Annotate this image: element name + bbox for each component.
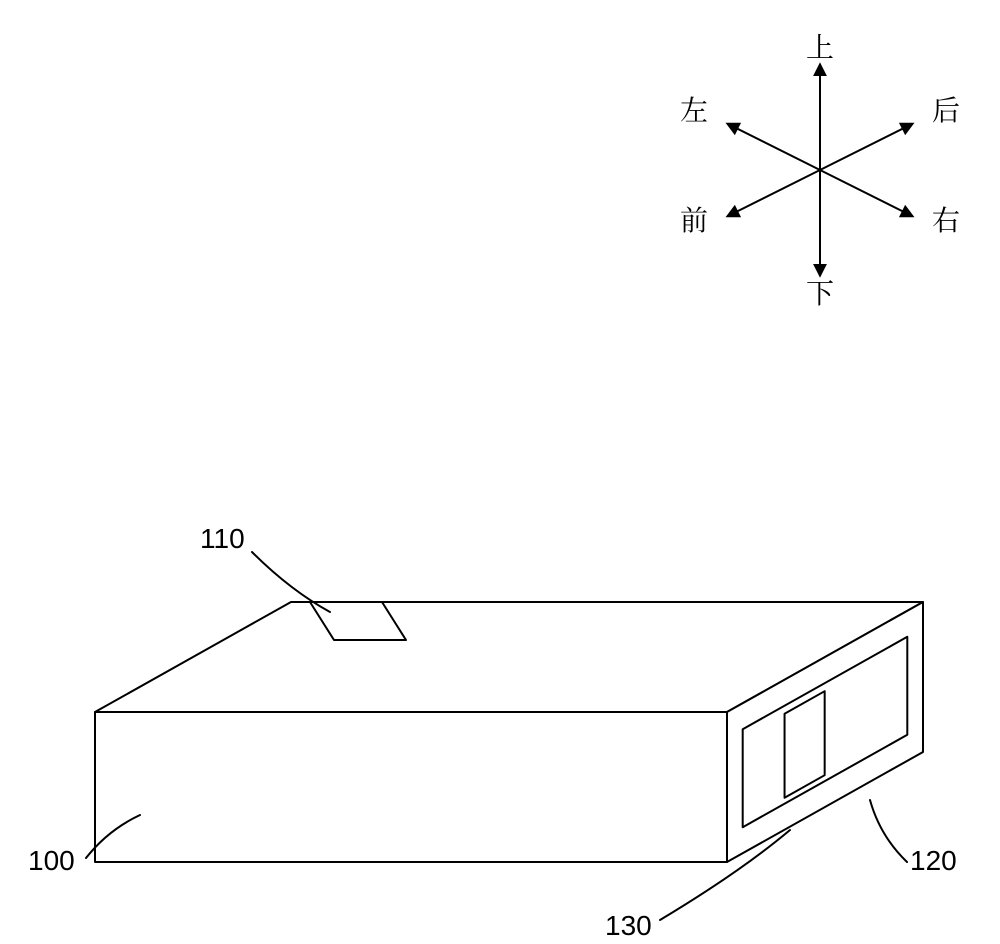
leader-120 (870, 800, 907, 862)
compass-back-label: 后 (932, 89, 960, 129)
compass-up-label: 上 (806, 26, 834, 66)
label-110: 110 (200, 523, 245, 554)
diagram-canvas: 上下 后前 左右 110 100 130 120 (0, 0, 1000, 944)
compass-left-label: 左 (680, 89, 708, 129)
compass-front-label: 前 (680, 199, 708, 239)
device-box (95, 602, 923, 862)
compass-right-label: 右 (932, 199, 960, 239)
label-120: 120 (910, 845, 957, 876)
label-130: 130 (605, 910, 652, 941)
compass-down-label: 下 (806, 272, 834, 312)
label-100: 100 (28, 845, 75, 876)
orientation-compass: 上下 后前 左右 (680, 26, 960, 312)
